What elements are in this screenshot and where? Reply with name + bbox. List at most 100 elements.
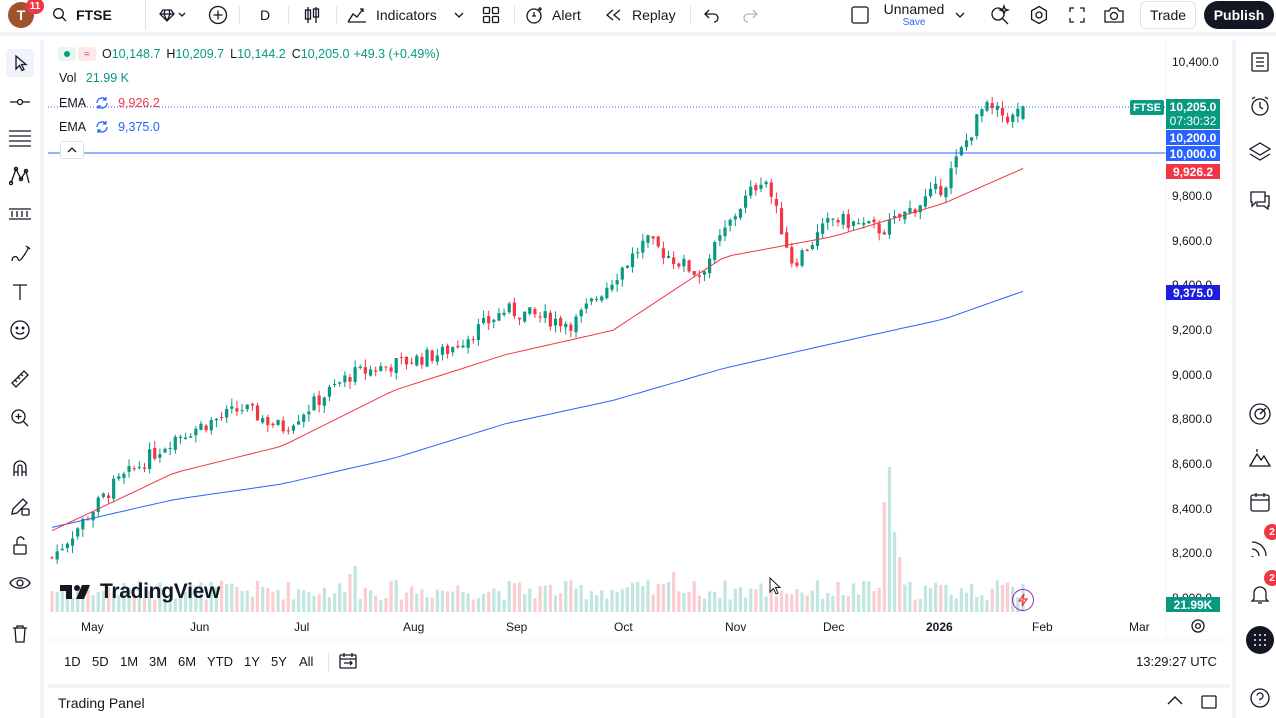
time-tick: Mar <box>1129 620 1150 634</box>
volume-bar <box>913 599 917 612</box>
volume-bar <box>928 588 933 612</box>
fib-tool[interactable] <box>6 124 34 152</box>
pattern-tool[interactable] <box>6 162 34 190</box>
chart-type-button[interactable] <box>298 0 326 30</box>
timezone-settings-button[interactable] <box>1190 618 1206 634</box>
settings-button[interactable] <box>1026 0 1052 30</box>
volume-bar <box>944 584 948 612</box>
brush-tool[interactable] <box>6 240 34 268</box>
range-5d[interactable]: 5D <box>92 654 109 669</box>
technicals-button[interactable] <box>1246 400 1274 428</box>
utc-clock[interactable]: 13:29:27 UTC <box>1136 654 1217 669</box>
go-to-date-button[interactable] <box>338 652 360 672</box>
trading-panel-bar[interactable]: Trading Panel <box>48 684 1230 718</box>
fullscreen-button[interactable] <box>1064 0 1090 30</box>
ema-slow-legend[interactable]: EMA 9,375.0 <box>59 119 160 135</box>
alert-button[interactable]: Alert <box>524 0 592 30</box>
user-avatar[interactable]: T 11 <box>6 0 44 30</box>
candle-body <box>651 236 655 239</box>
candle-body <box>656 236 660 247</box>
bar-countdown: 07:30:32 <box>1169 114 1217 128</box>
layouts-button[interactable] <box>478 0 504 30</box>
range-ytd[interactable]: YTD <box>207 654 233 669</box>
interval-button[interactable]: D <box>259 7 271 23</box>
layout-checkbox[interactable] <box>848 0 872 30</box>
quick-search-button[interactable] <box>988 0 1012 30</box>
panel-maximize-button[interactable] <box>1200 694 1220 712</box>
cursor-tool[interactable] <box>6 49 34 77</box>
chats-button[interactable] <box>1246 186 1274 214</box>
visibility-tool[interactable] <box>6 570 34 598</box>
measure-tool[interactable] <box>6 365 34 393</box>
volume-bar <box>430 597 434 612</box>
redo-button[interactable] <box>738 0 762 30</box>
candle-body <box>420 356 424 365</box>
range-6m[interactable]: 6M <box>178 654 197 669</box>
volume-bar <box>528 588 532 612</box>
calendar-button[interactable] <box>1246 488 1274 516</box>
zoom-tool[interactable] <box>6 404 34 432</box>
magnet-tool[interactable] <box>6 454 34 482</box>
layout-name-button[interactable]: Unnamed Save <box>880 0 948 30</box>
collapse-legend-button[interactable] <box>60 141 84 159</box>
range-1y[interactable]: 1Y <box>244 654 260 669</box>
volume-bar <box>795 589 799 612</box>
alerts-panel-button[interactable] <box>1246 92 1274 120</box>
last-price-tag: 10,205.0 07:30:32 <box>1166 99 1220 129</box>
candle-body <box>112 478 116 499</box>
news-feed-button[interactable]: 2 <box>1246 524 1276 562</box>
range-1d[interactable]: 1D <box>64 654 81 669</box>
layout-dropdown[interactable] <box>952 0 968 30</box>
panel-expand-button[interactable] <box>1166 694 1186 712</box>
volume-bar <box>255 580 260 612</box>
candle-body <box>96 497 100 512</box>
widget-bar: 2 2 <box>1232 40 1276 718</box>
help-button[interactable] <box>1246 684 1274 712</box>
remove-tool[interactable] <box>6 620 34 648</box>
candle-body <box>918 205 922 213</box>
replay-button[interactable]: Replay <box>604 0 682 30</box>
products-button[interactable] <box>1246 626 1274 654</box>
divider <box>690 6 691 24</box>
candle-body <box>492 319 496 323</box>
ideas-stream-button[interactable] <box>1246 444 1274 472</box>
gear-icon <box>1030 5 1048 25</box>
candle-body <box>810 245 814 249</box>
range-1m[interactable]: 1M <box>120 654 139 669</box>
publish-button[interactable]: Publish <box>1204 1 1274 29</box>
undo-button[interactable] <box>700 0 724 30</box>
candle-body <box>512 302 516 317</box>
candle-body <box>682 258 686 267</box>
watchlist-button[interactable] <box>1246 48 1274 76</box>
volume-bar <box>76 588 80 612</box>
notifications-button[interactable]: 2 <box>1246 570 1276 608</box>
emoji-tool[interactable] <box>6 316 34 344</box>
compare-button[interactable] <box>152 0 192 30</box>
price-chart[interactable] <box>48 40 1230 680</box>
stay-in-drawing-tool[interactable] <box>6 492 34 520</box>
chart-pane[interactable]: ≈ O10,148.7 H10,209.7 L10,144.2 C10,205.0 +… <box>48 40 1230 680</box>
trade-button[interactable]: Trade <box>1140 1 1196 29</box>
symbol-search[interactable]: FTSE <box>52 0 146 30</box>
snapshot-button[interactable] <box>1100 0 1128 30</box>
lock-tool[interactable] <box>6 532 34 560</box>
ema-fast-legend[interactable]: EMA 9,926.2 <box>59 95 160 111</box>
candle-body <box>646 235 650 243</box>
calendar-range-icon <box>339 653 357 669</box>
chevron-down-icon <box>955 12 965 18</box>
range-3m[interactable]: 3M <box>149 654 168 669</box>
add-symbol-button[interactable] <box>205 0 231 30</box>
volume-bar <box>183 591 188 612</box>
text-tool[interactable] <box>6 278 34 306</box>
trend-line-tool[interactable] <box>6 88 34 116</box>
object-tree-button[interactable] <box>1246 138 1274 166</box>
time-tick: Oct <box>614 620 633 634</box>
indicators-button[interactable]: Indicators <box>346 0 442 30</box>
volume-bar <box>826 593 830 612</box>
forecast-tool[interactable] <box>6 200 34 228</box>
candle-body <box>620 267 624 280</box>
range-5y[interactable]: 5Y <box>271 654 287 669</box>
lightning-button[interactable] <box>1012 589 1034 611</box>
indicators-dropdown[interactable] <box>450 0 468 30</box>
range-all[interactable]: All <box>299 654 314 669</box>
